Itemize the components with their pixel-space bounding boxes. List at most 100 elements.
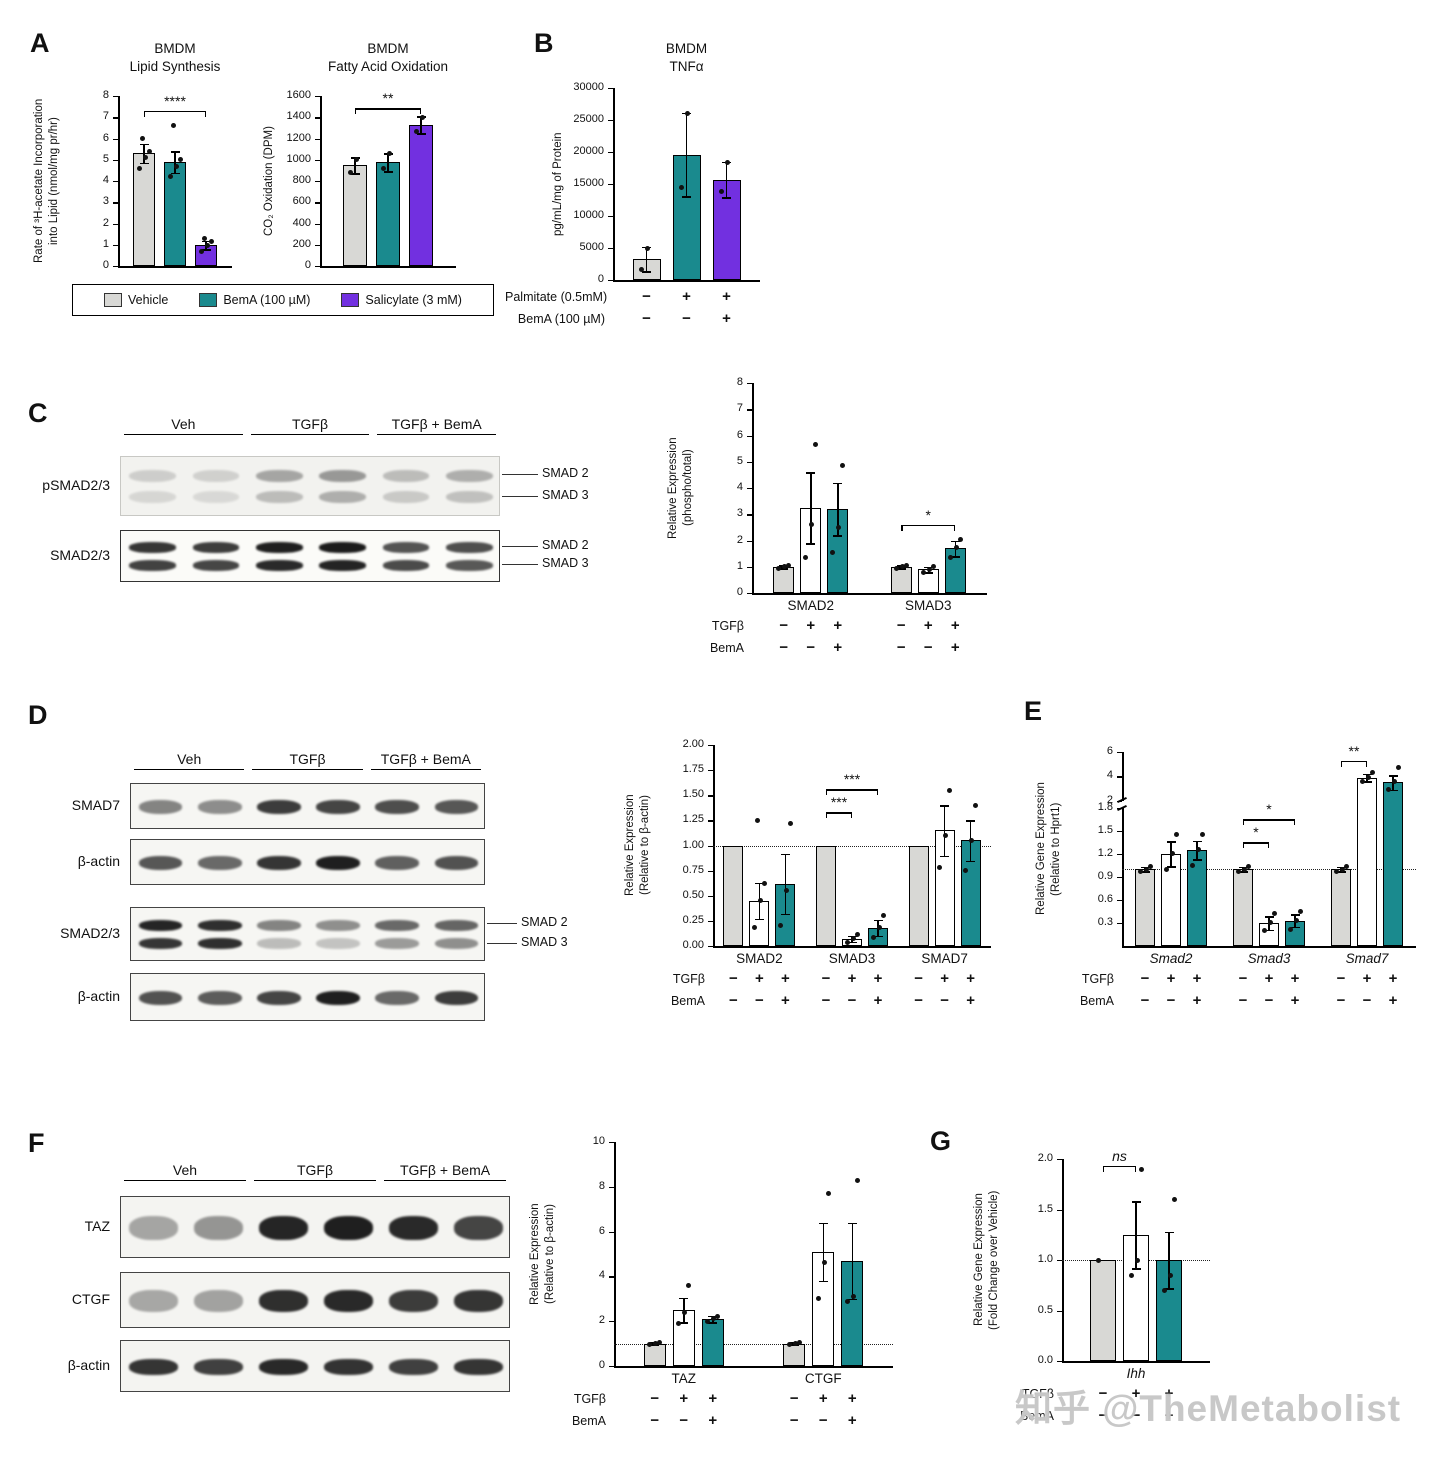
error-bar-cap <box>1166 866 1176 868</box>
sig-bracket-end <box>419 108 421 115</box>
condition-label: TGFβ <box>711 619 744 633</box>
blot-row-label: β-actin <box>77 853 120 869</box>
condition-mark: + <box>873 970 883 987</box>
error-bar-cap <box>201 240 211 242</box>
group-label: SMAD2 <box>787 598 834 613</box>
y-tick-label: 1.5 <box>1037 1202 1053 1215</box>
protein-band <box>434 919 479 931</box>
chart-taz-ctgf-expression: Relative Expression (Relative to β-actin… <box>528 1128 913 1438</box>
protein-band <box>434 938 479 950</box>
data-point <box>903 562 909 568</box>
error-bar <box>837 482 839 536</box>
legend-label: Vehicle <box>128 293 169 307</box>
error-bar <box>143 143 145 163</box>
protein-band <box>138 800 183 814</box>
condition-mark: + <box>966 992 976 1009</box>
blot-box <box>120 1272 510 1328</box>
data-point <box>844 940 850 946</box>
y-tick-label: 0 <box>736 586 743 598</box>
protein-band <box>382 560 430 571</box>
y-tick <box>1057 1159 1062 1161</box>
legend-label: BemA (100 µM) <box>223 293 311 307</box>
error-bar <box>174 151 176 173</box>
y-tick-label: 1400 <box>286 110 311 123</box>
protein-band <box>129 560 177 571</box>
band-annotation: SMAD 2 <box>542 466 589 480</box>
protein-band <box>259 1359 308 1375</box>
y-tick <box>608 88 613 90</box>
y-tick-label: 2 <box>102 216 109 229</box>
sig-bracket-end <box>1103 1166 1105 1173</box>
condition-mark: + <box>950 639 960 656</box>
protein-band <box>257 990 301 1006</box>
protein-band <box>434 990 479 1006</box>
error-bar <box>685 112 688 197</box>
bar <box>1090 1260 1116 1361</box>
data-point <box>1395 765 1401 771</box>
error-bar-cap <box>806 472 816 474</box>
y-tick-label: 0.6 <box>1097 892 1113 905</box>
protein-band <box>197 990 242 1006</box>
condition-mark: − <box>650 1390 660 1407</box>
sig-bracket-end <box>355 108 357 115</box>
data-point <box>347 170 353 175</box>
reference-line <box>1122 869 1416 871</box>
data-point <box>1333 868 1339 874</box>
sig-label: * <box>1266 801 1272 818</box>
data-point <box>136 165 142 171</box>
error-bar-cap <box>1164 1288 1174 1290</box>
y-tick-label: 0 <box>304 259 311 271</box>
data-point <box>783 888 789 894</box>
y-tick-label: 7 <box>102 110 109 123</box>
condition-mark: − <box>1098 1407 1108 1424</box>
data-point <box>177 157 183 163</box>
y-tick-label: 8 <box>736 376 743 388</box>
y-tick-label: 1600 <box>286 89 311 101</box>
data-point <box>930 564 936 570</box>
data-point <box>1267 920 1273 926</box>
protein-band <box>454 1290 503 1312</box>
data-point <box>1343 864 1349 870</box>
data-point <box>139 136 145 141</box>
blot-box <box>120 1340 510 1392</box>
data-point <box>754 817 760 823</box>
data-point <box>830 549 836 555</box>
y-tick-label: 0.00 <box>682 939 704 951</box>
y-tick-label: 6 <box>736 428 743 441</box>
protein-band <box>445 490 493 503</box>
data-point <box>1235 868 1241 874</box>
blot-box <box>120 456 500 516</box>
y-tick <box>747 566 752 569</box>
data-point <box>719 188 724 194</box>
data-point <box>1163 866 1169 872</box>
condition-label: TGFβ <box>1081 972 1114 986</box>
y-tick-label: 7 <box>736 402 743 415</box>
error-bar-cap <box>966 820 976 822</box>
protein-band <box>316 856 360 870</box>
sig-label: ** <box>382 90 394 107</box>
y-tick-label: 3 <box>102 195 109 208</box>
error-bar-cap <box>896 568 906 570</box>
protein-band <box>129 470 177 483</box>
data-point <box>1167 1272 1173 1278</box>
protein-band <box>255 560 303 571</box>
data-point <box>815 1296 821 1302</box>
data-point <box>1271 911 1277 917</box>
y-tick <box>113 223 118 225</box>
data-point <box>751 925 757 931</box>
data-point <box>809 522 815 528</box>
condition-mark: + <box>754 970 764 987</box>
condition-mark: + <box>847 1390 857 1407</box>
sig-bracket <box>1243 819 1295 821</box>
y-tick <box>315 159 320 162</box>
data-point <box>686 1282 692 1288</box>
panel-label-c: C <box>28 398 48 428</box>
condition-mark: − <box>1336 970 1346 987</box>
error-bar <box>354 157 356 174</box>
data-point <box>657 1339 663 1345</box>
error-bar-cap <box>818 1280 828 1283</box>
error-bar-cap <box>950 540 960 542</box>
y-tick <box>609 1321 614 1323</box>
y-tick-label: 1.25 <box>682 813 704 826</box>
reference-line <box>713 845 991 847</box>
